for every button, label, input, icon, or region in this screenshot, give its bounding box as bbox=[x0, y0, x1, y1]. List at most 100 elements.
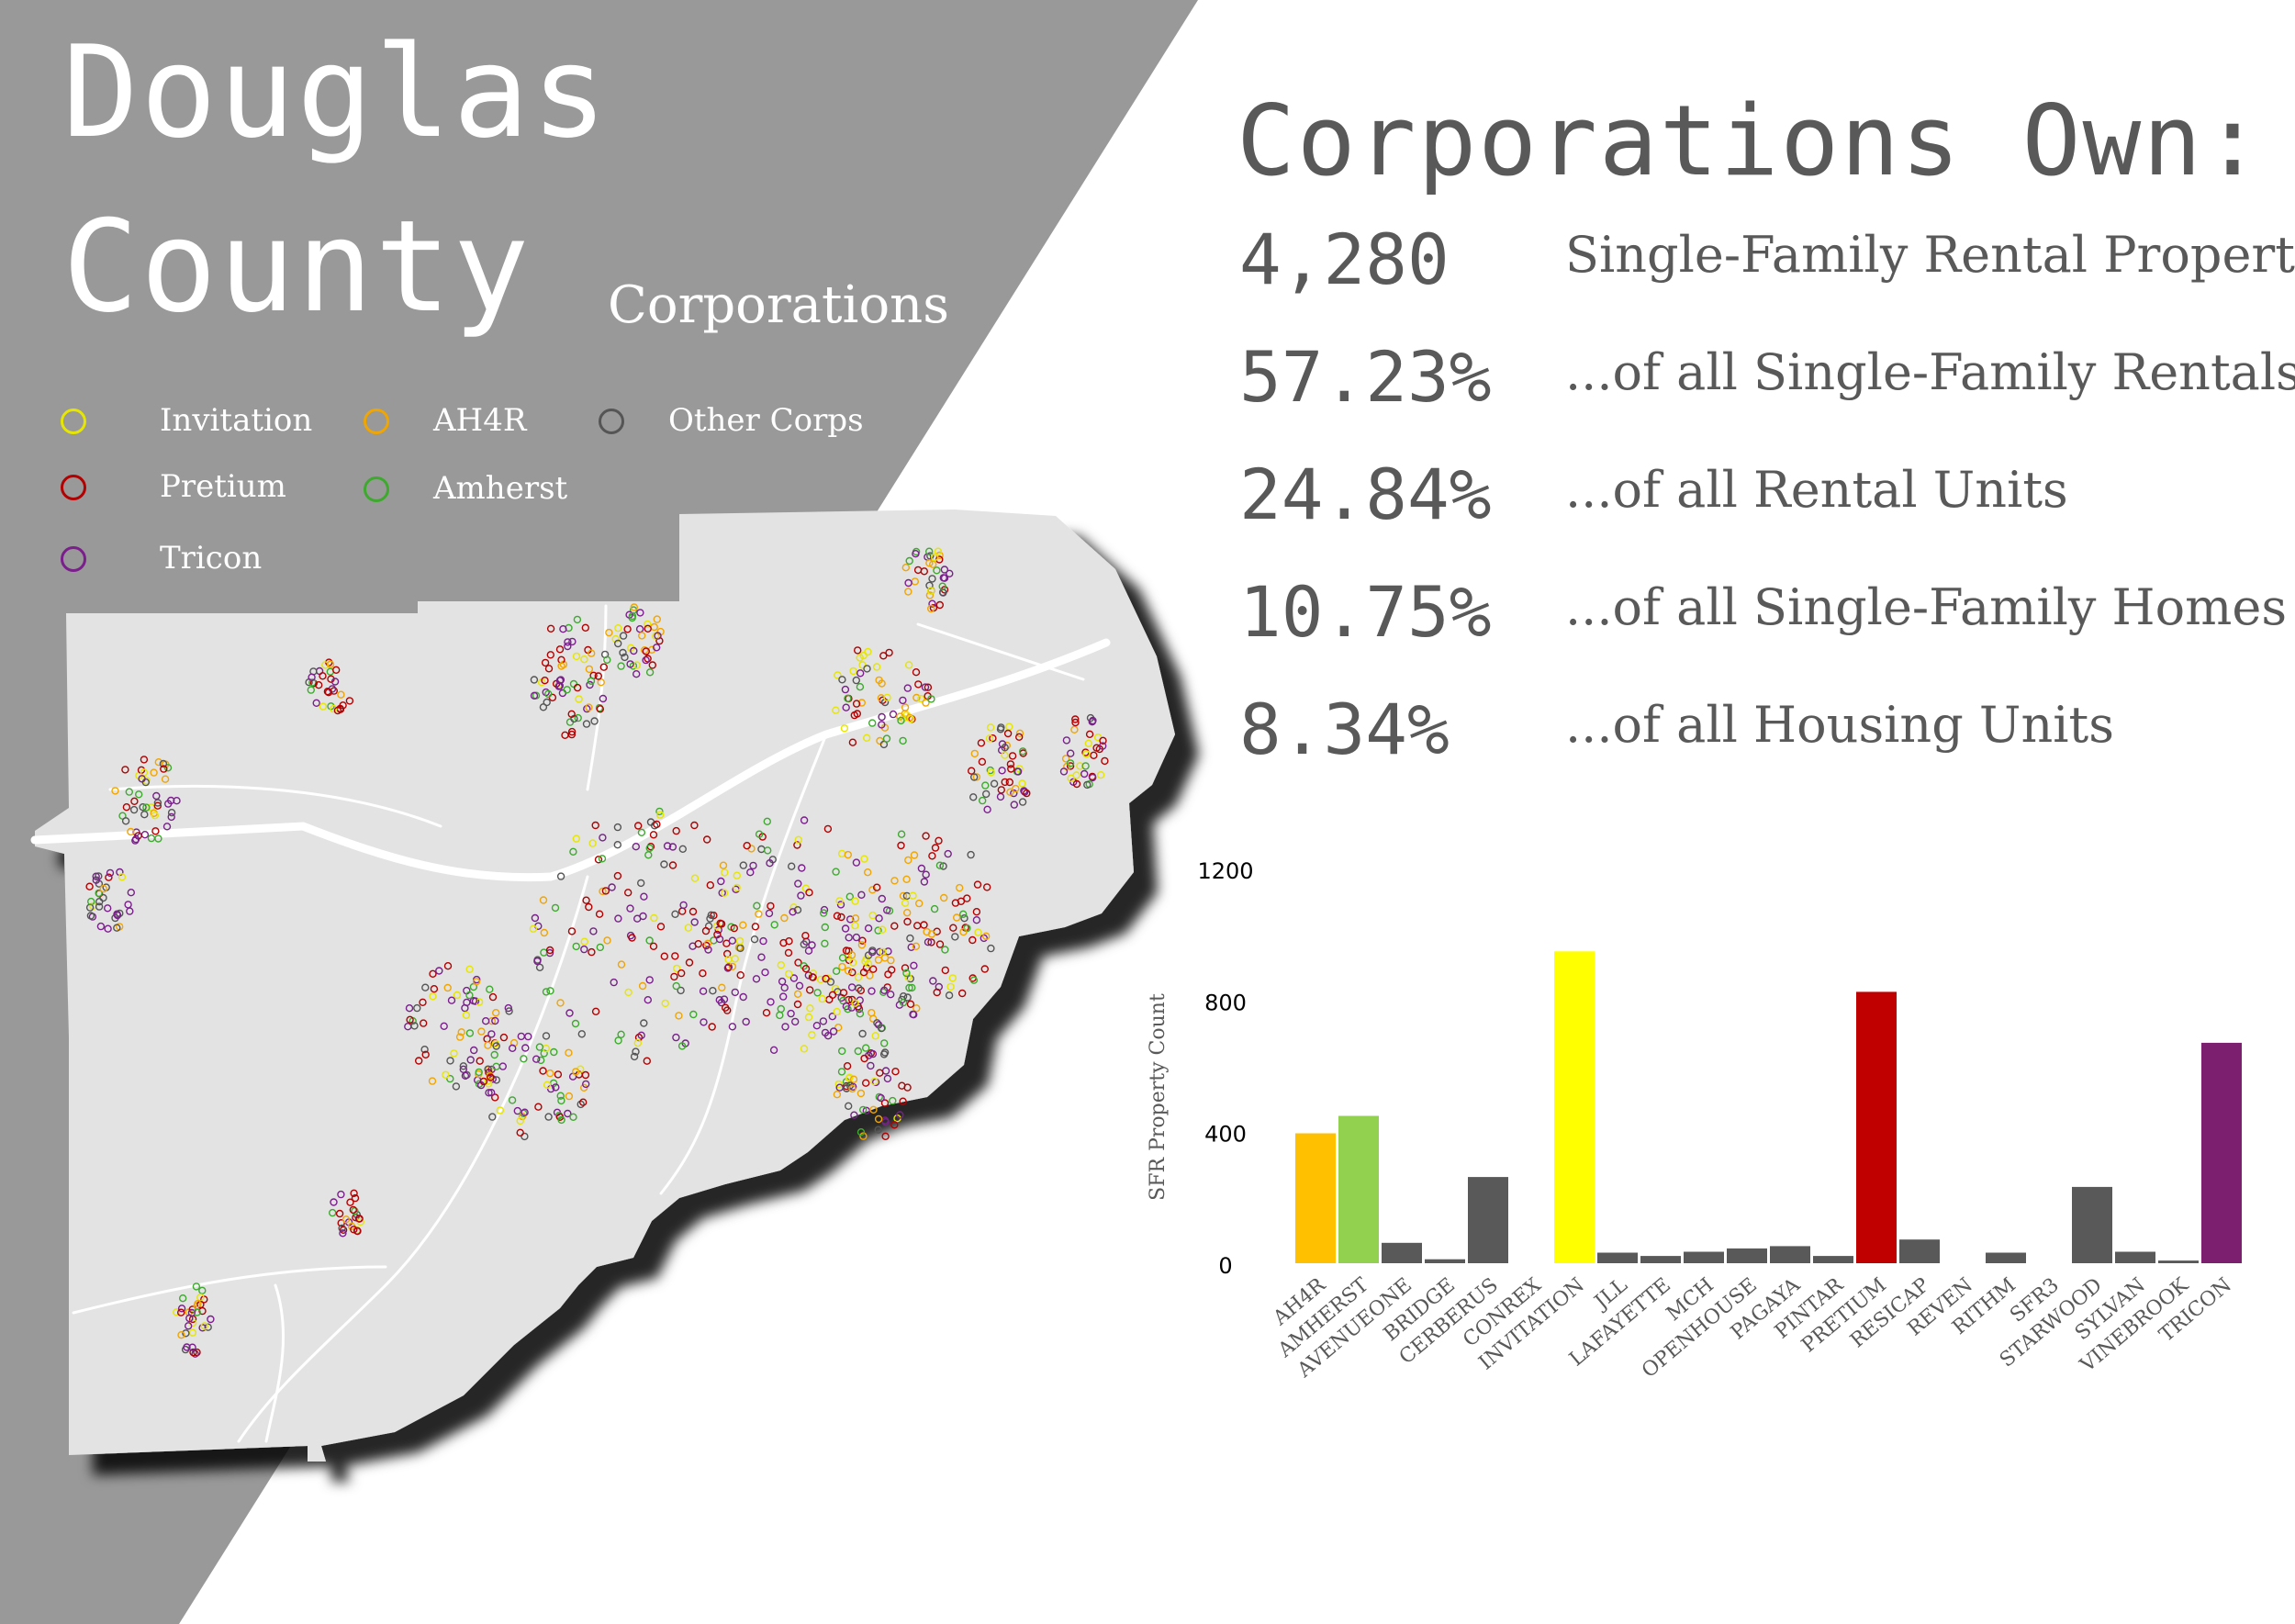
map-point bbox=[882, 734, 891, 743]
map-point bbox=[614, 1036, 622, 1045]
map-point bbox=[579, 1098, 588, 1106]
map-point bbox=[931, 844, 940, 852]
map-point bbox=[668, 861, 677, 869]
map-point bbox=[862, 1044, 870, 1052]
map-point bbox=[762, 1008, 771, 1017]
stat-label: ...of all Single-Family Rentals bbox=[1565, 343, 2295, 401]
map-point bbox=[808, 1031, 816, 1039]
map-point bbox=[700, 1018, 708, 1026]
map-point bbox=[755, 830, 764, 838]
map-point bbox=[539, 896, 548, 904]
map-point bbox=[849, 1075, 858, 1083]
map-point bbox=[573, 615, 582, 624]
map-point bbox=[912, 668, 921, 677]
map-point bbox=[874, 1114, 883, 1124]
map-point bbox=[465, 1029, 475, 1037]
map-point bbox=[703, 835, 711, 844]
map-point bbox=[580, 945, 588, 954]
map-point bbox=[791, 1017, 800, 1026]
map-point bbox=[867, 1061, 875, 1070]
map-point bbox=[718, 983, 726, 992]
map-point bbox=[335, 1209, 344, 1218]
map-point bbox=[800, 940, 808, 948]
map-point bbox=[153, 799, 162, 807]
map-point bbox=[724, 963, 733, 971]
map-point bbox=[851, 999, 859, 1007]
map-point bbox=[182, 1329, 190, 1338]
map-point bbox=[957, 989, 967, 998]
map-point bbox=[193, 1348, 201, 1357]
map-point bbox=[927, 587, 935, 595]
map-point bbox=[903, 993, 912, 1002]
map-point bbox=[491, 1016, 499, 1025]
road bbox=[916, 622, 1085, 681]
bar-invitation bbox=[1554, 951, 1595, 1263]
map-point bbox=[534, 1103, 543, 1111]
map-point bbox=[844, 850, 852, 859]
map-point bbox=[556, 872, 565, 880]
map-point bbox=[577, 1030, 586, 1038]
map-point bbox=[904, 973, 912, 981]
map-point bbox=[822, 974, 830, 983]
map-point bbox=[591, 821, 599, 830]
map-point bbox=[337, 1190, 345, 1199]
y-axis-label: SFR Property Count bbox=[1147, 993, 1170, 1201]
map-point bbox=[139, 803, 147, 812]
map-point bbox=[852, 700, 861, 708]
map-point bbox=[986, 723, 995, 732]
map-point bbox=[546, 651, 554, 659]
map-point bbox=[105, 873, 113, 881]
map-point bbox=[632, 843, 640, 851]
map-point bbox=[198, 1324, 207, 1332]
map-point bbox=[934, 547, 943, 555]
map-point bbox=[561, 731, 569, 739]
map-point bbox=[645, 668, 655, 677]
map-point bbox=[878, 712, 886, 722]
bar-sylvan bbox=[2115, 1251, 2155, 1263]
bar-amherst bbox=[1338, 1115, 1379, 1263]
map-point bbox=[543, 1081, 552, 1090]
map-point bbox=[809, 969, 818, 978]
map-point bbox=[599, 834, 607, 842]
stat-row: 8.34% ...of all Housing Units bbox=[0, 689, 2295, 790]
map-point bbox=[928, 575, 936, 583]
map-point bbox=[951, 933, 959, 941]
map-point bbox=[821, 1028, 830, 1037]
legend-label: AH4R bbox=[433, 402, 527, 439]
map-point bbox=[899, 696, 907, 705]
map-point bbox=[897, 716, 905, 725]
map-point bbox=[949, 924, 957, 932]
map-point bbox=[985, 734, 994, 743]
map-point bbox=[804, 946, 813, 955]
map-point bbox=[862, 1079, 870, 1087]
map-point bbox=[655, 807, 664, 816]
map-point bbox=[989, 734, 997, 743]
map-point bbox=[319, 702, 328, 711]
map-point bbox=[598, 855, 607, 863]
map-point bbox=[781, 1023, 789, 1031]
map-point bbox=[1076, 762, 1084, 770]
map-point bbox=[730, 924, 738, 933]
map-point bbox=[152, 791, 161, 801]
map-point bbox=[884, 970, 892, 979]
map-point bbox=[923, 927, 931, 936]
map-point bbox=[1083, 780, 1092, 790]
map-point bbox=[978, 757, 987, 766]
map-point bbox=[899, 736, 907, 745]
map-point bbox=[633, 914, 642, 923]
map-point bbox=[860, 1054, 868, 1063]
map-point bbox=[709, 986, 717, 995]
map-point bbox=[581, 623, 589, 632]
map-point bbox=[610, 978, 618, 987]
map-point bbox=[939, 862, 947, 870]
map-point bbox=[852, 858, 861, 867]
map-point bbox=[981, 781, 990, 790]
legend-label: Tricon bbox=[160, 540, 263, 577]
map-point bbox=[856, 986, 865, 995]
map-point bbox=[901, 703, 910, 711]
map-point bbox=[496, 1106, 504, 1114]
map-point bbox=[841, 685, 850, 694]
map-point bbox=[804, 971, 812, 980]
map-point bbox=[987, 768, 995, 777]
map-point bbox=[907, 943, 915, 952]
